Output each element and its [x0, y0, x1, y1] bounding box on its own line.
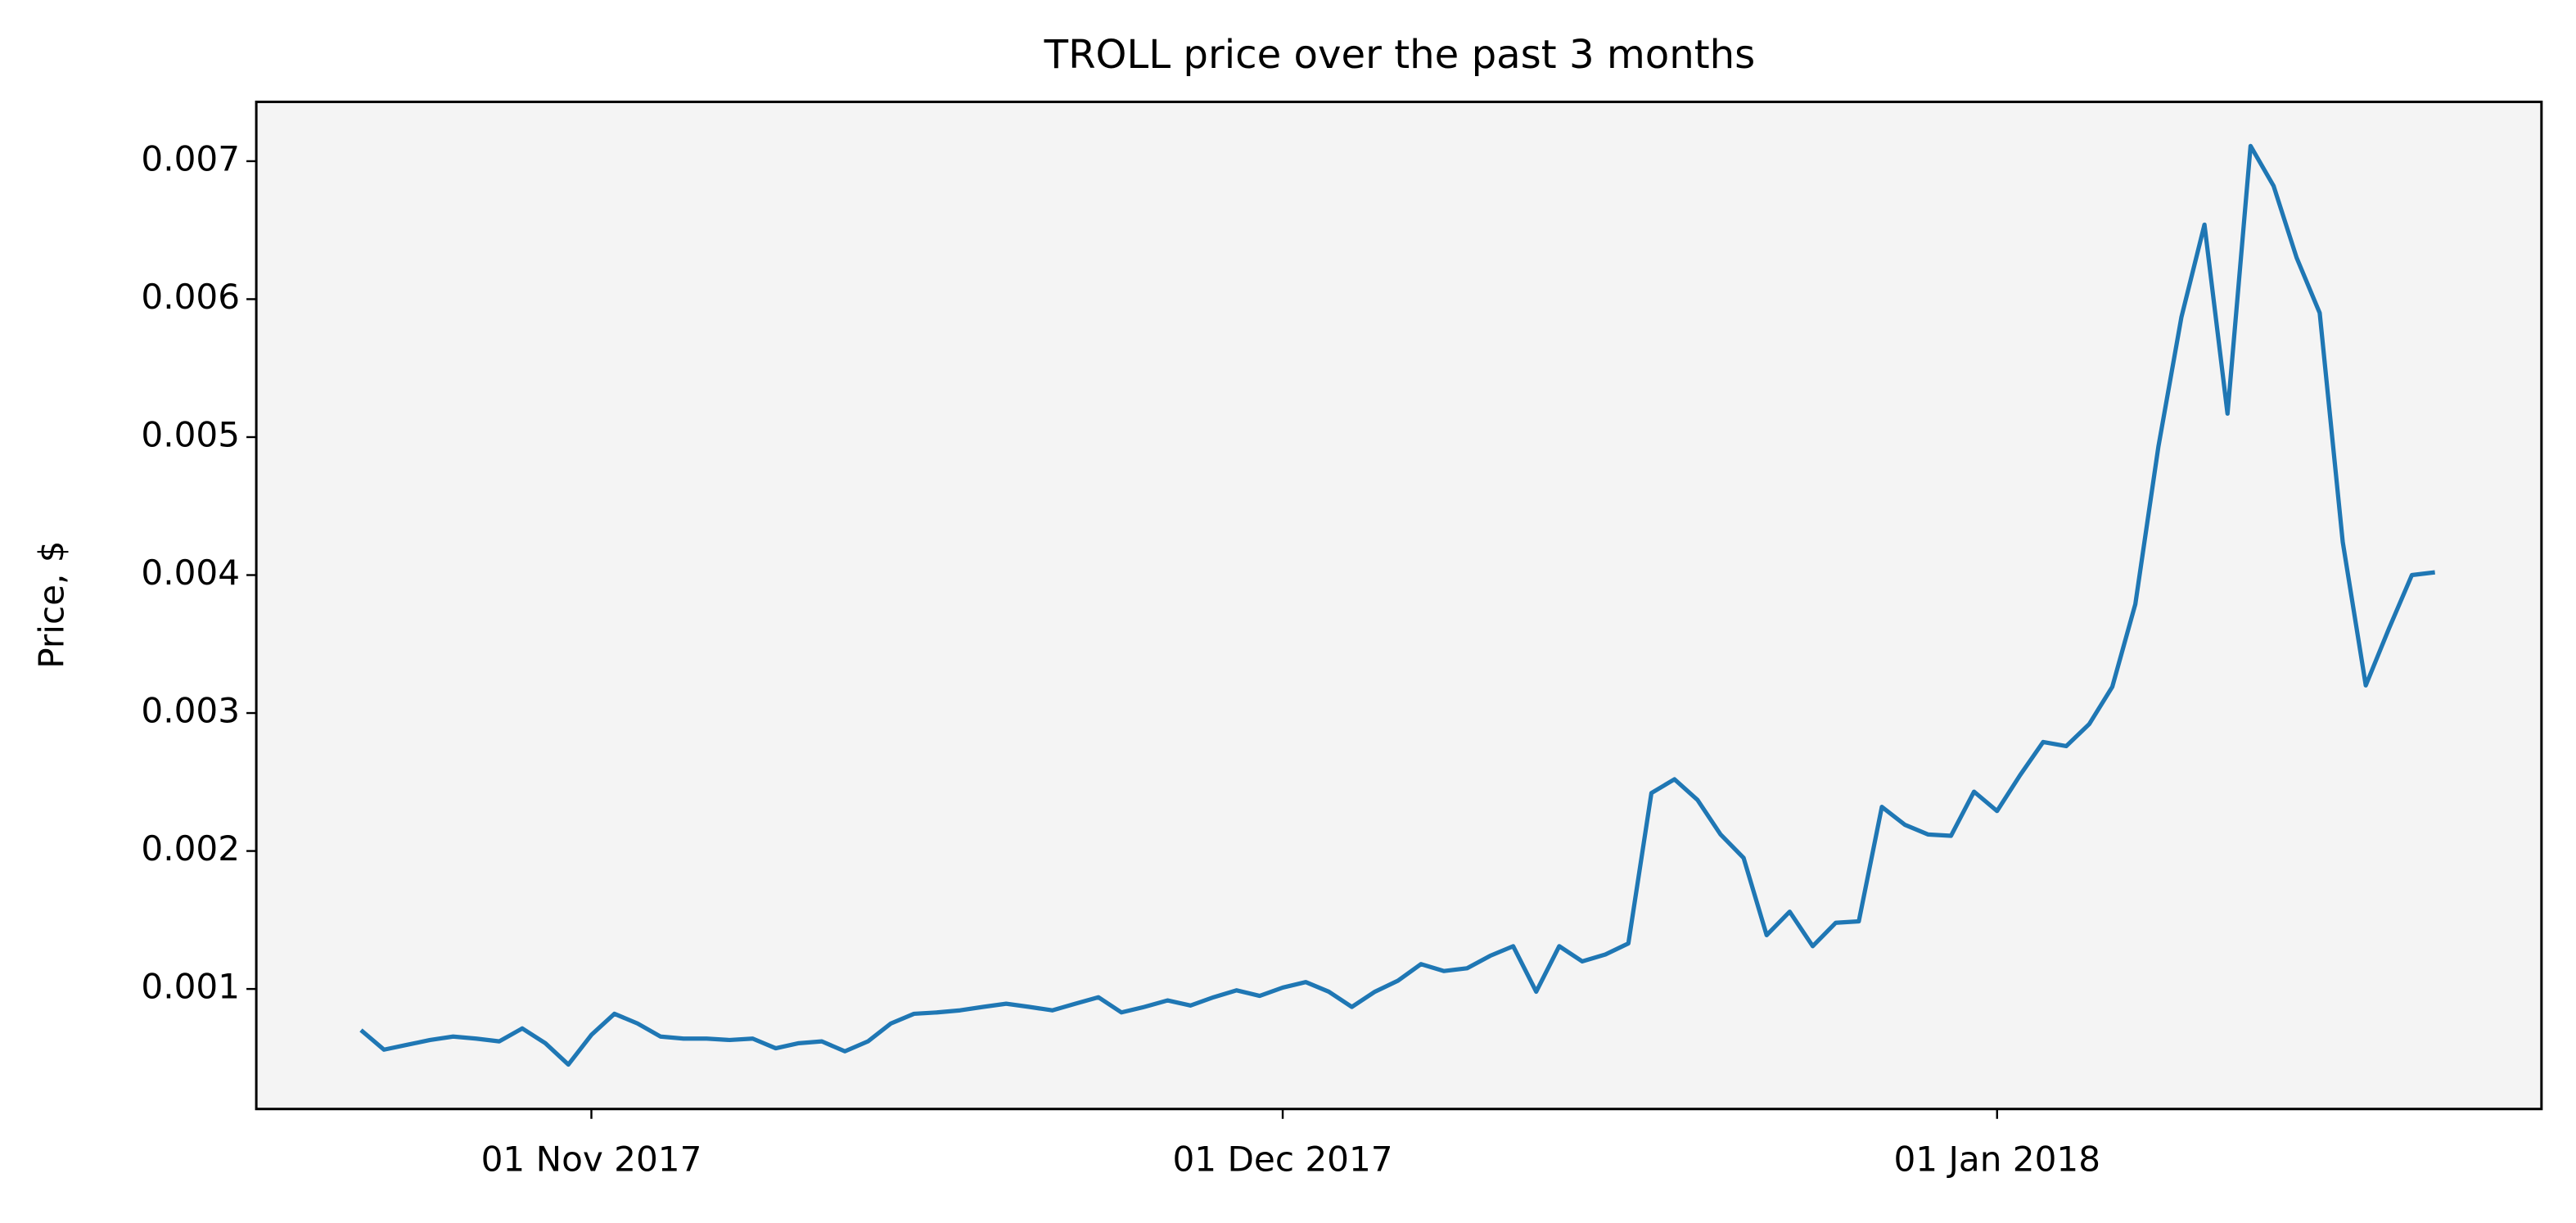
y-tick-label: 0.004 [141, 553, 240, 593]
y-axis-label: Price, $ [32, 540, 72, 668]
y-tick-label: 0.001 [141, 967, 240, 1007]
x-tick-label: 01 Jan 2018 [1893, 1139, 2100, 1179]
chart-title: TROLL price over the past 3 months [1044, 32, 1756, 78]
price-line [359, 143, 2435, 1067]
axes-frame [255, 100, 2543, 1111]
y-tick-label: 0.006 [141, 277, 240, 317]
y-tick-label: 0.002 [141, 828, 240, 869]
y-tick-label: 0.007 [141, 138, 240, 178]
y-tick-label: 0.003 [141, 691, 240, 731]
y-tick-label: 0.005 [141, 414, 240, 454]
x-tick-label: 01 Dec 2017 [1172, 1139, 1392, 1179]
x-tick-label: 01 Nov 2017 [481, 1139, 702, 1179]
plot-area [256, 102, 2542, 1109]
